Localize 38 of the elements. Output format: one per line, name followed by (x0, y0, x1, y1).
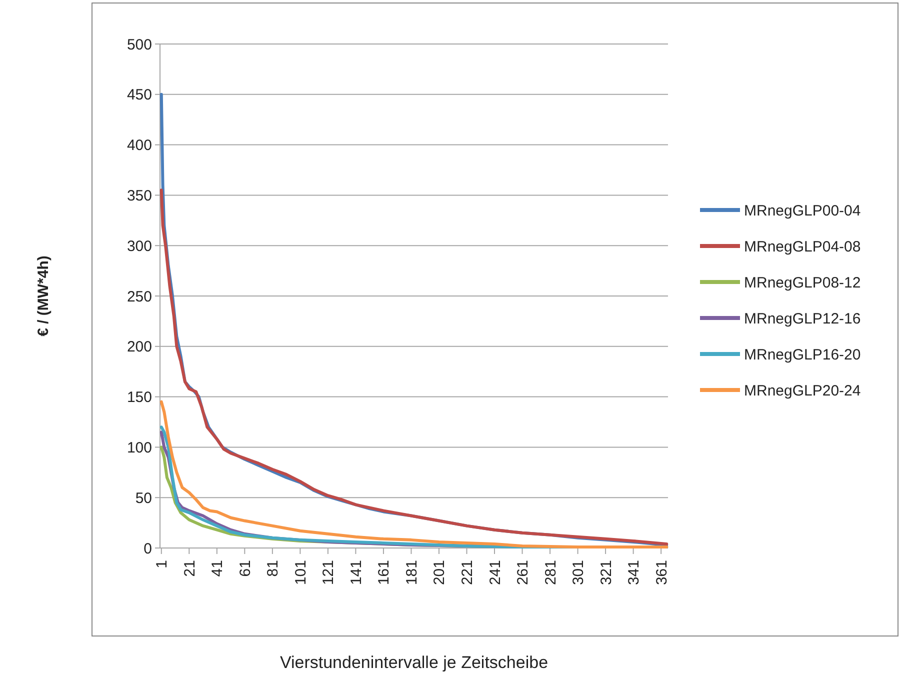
x-tick-label: 41 (209, 560, 226, 577)
y-tick-label: 200 (126, 338, 152, 356)
y-tick-label: 500 (126, 36, 152, 54)
x-tick-label: 1 (154, 560, 171, 568)
x-tick-label: 221 (458, 560, 476, 586)
legend-label: MRnegGLP16-20 (744, 346, 861, 364)
legend-label: MRnegGLP00-04 (744, 202, 861, 220)
x-tick-label: 81 (264, 560, 282, 577)
legend-label: MRnegGLP12-16 (744, 310, 861, 328)
x-tick-label: 281 (542, 560, 560, 586)
x-axis-title: Vierstundenintervalle je Zeitscheibe (280, 653, 548, 672)
x-tick-label: 121 (320, 560, 338, 586)
x-tick-label: 261 (514, 560, 532, 586)
y-tick-label: 0 (144, 540, 152, 558)
y-tick-label: 50 (135, 490, 152, 507)
y-tick-label: 350 (126, 187, 152, 204)
y-tick-label: 450 (126, 86, 152, 104)
x-tick-label: 201 (431, 560, 448, 586)
y-tick-label: 400 (126, 137, 152, 154)
y-axis-title: € / (MW*4h) (35, 256, 52, 336)
x-tick-label: 241 (486, 560, 504, 586)
legend-label: MRnegGLP08-12 (744, 274, 861, 292)
x-tick-label: 161 (376, 560, 393, 586)
x-tick-label: 21 (181, 560, 198, 577)
y-tick-label: 300 (126, 238, 152, 255)
x-tick-label: 61 (236, 560, 254, 577)
x-tick-label: 141 (348, 560, 365, 586)
x-tick-label: 341 (626, 560, 643, 586)
y-tick-label: 250 (126, 288, 152, 306)
x-tick-label: 361 (653, 560, 670, 586)
y-tick-label: 100 (126, 439, 152, 456)
legend-label: MRnegGLP04-08 (744, 238, 861, 256)
x-tick-label: 181 (403, 560, 420, 586)
legend-label: MRnegGLP20-24 (744, 382, 861, 400)
x-tick-label: 321 (598, 560, 615, 586)
y-tick-label: 150 (126, 389, 152, 406)
x-tick-label: 101 (292, 560, 310, 586)
x-tick-label: 301 (570, 560, 588, 586)
